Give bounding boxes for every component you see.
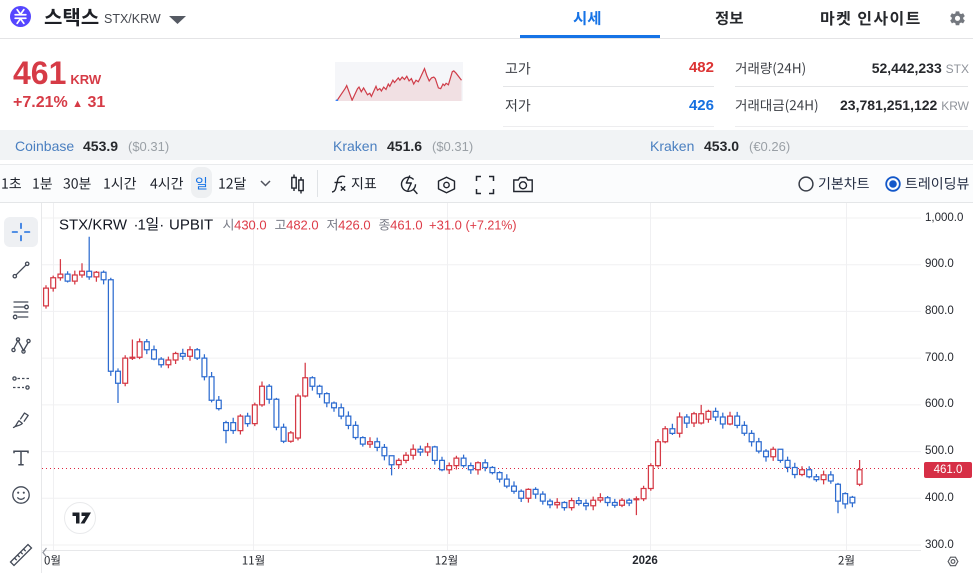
svg-text:1: 1 xyxy=(138,217,146,234)
svg-text:2026: 2026 xyxy=(632,555,658,567)
svg-text:(+7.21%): (+7.21%) xyxy=(466,219,517,233)
svg-text:482.0: 482.0 xyxy=(286,218,319,233)
svg-text:426.0: 426.0 xyxy=(338,218,371,233)
svg-text:461.0: 461.0 xyxy=(390,218,423,233)
svg-text:+31.0: +31.0 xyxy=(429,218,462,233)
svg-text:STX/KRW: STX/KRW xyxy=(59,217,128,234)
svg-text:UPBIT: UPBIT xyxy=(169,217,213,234)
svg-text:·: · xyxy=(159,217,164,234)
svg-text:·: · xyxy=(134,217,139,234)
svg-text:430.0: 430.0 xyxy=(234,218,267,233)
